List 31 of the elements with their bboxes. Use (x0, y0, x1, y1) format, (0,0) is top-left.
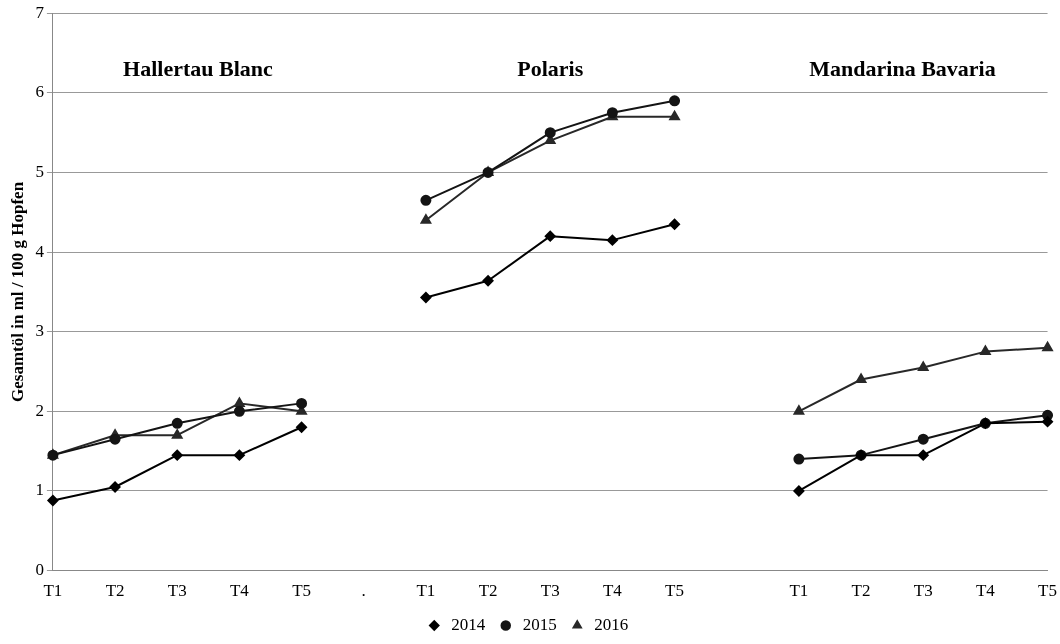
y-tick-label: 0 (35, 560, 44, 580)
x-tick-label: T5 (1038, 581, 1057, 601)
y-tick-label: 1 (35, 480, 44, 500)
x-tick-label: T1 (416, 581, 436, 601)
y-tick-label: 7 (35, 2, 45, 22)
annotation: Hallertau Blanc (123, 55, 274, 81)
y-tick-label: 5 (35, 161, 44, 181)
x-tick-label: T5 (292, 581, 312, 601)
x-tick-label: T5 (665, 581, 685, 601)
x-tick-label: T4 (975, 581, 996, 601)
y-tick-label: 2 (35, 400, 44, 420)
x-tick-label: T4 (602, 581, 623, 601)
y-tick-label: 3 (35, 321, 44, 341)
annotation: Polaris (517, 55, 584, 81)
legend-label: 2015 (522, 614, 557, 634)
x-tick-label: T4 (229, 581, 250, 601)
legend-label: 2016 (594, 614, 629, 634)
x-tick-label: T3 (913, 581, 933, 601)
x-tick-label: T3 (540, 581, 560, 601)
x-tick-label: T2 (851, 581, 871, 601)
x-tick-label: T1 (789, 581, 809, 601)
x-tick-label: T2 (105, 581, 125, 601)
legend-label: 2014 (451, 614, 486, 634)
x-tick-label: T3 (167, 581, 187, 601)
y-tick-label: 4 (35, 241, 45, 261)
x-tick-label: T2 (478, 581, 498, 601)
y-tick-label: 6 (35, 82, 44, 102)
x-tick-label: . (361, 581, 366, 601)
annotation: Mandarina Bavaria (809, 55, 996, 81)
y-axis-title: Gesamtöl in ml / 100 g Hopfen (7, 181, 27, 402)
x-tick-label: T1 (43, 581, 63, 601)
